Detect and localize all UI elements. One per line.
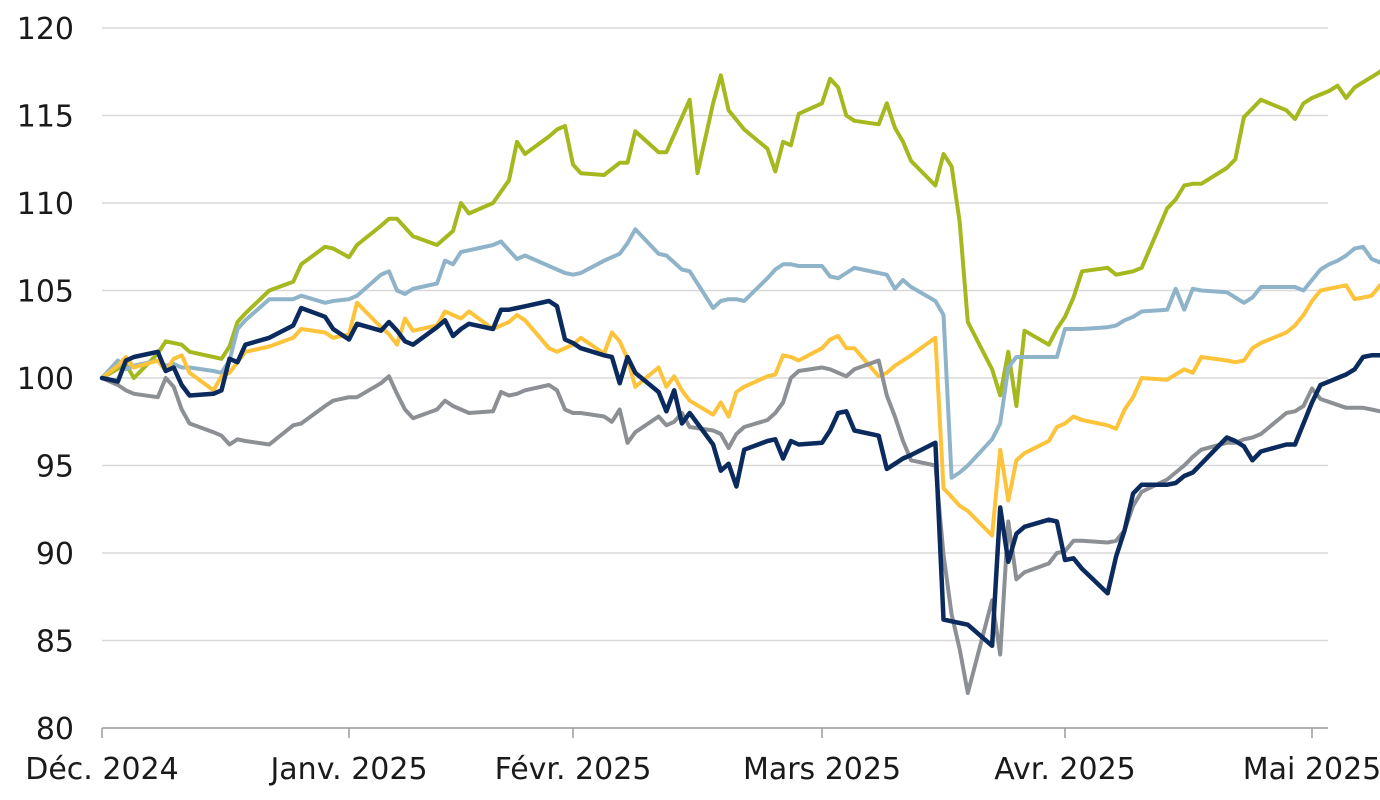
x-tick-label: Mai 2025 xyxy=(1243,752,1380,787)
series-line-4 xyxy=(100,358,1380,695)
x-tick-label: Janv. 2025 xyxy=(268,752,427,787)
x-tick-label: Déc. 2024 xyxy=(25,752,178,787)
y-tick-label: 90 xyxy=(36,537,74,572)
y-tick-label: 85 xyxy=(36,625,74,660)
y-tick-label: 120 xyxy=(17,12,74,47)
series-line-1 xyxy=(100,68,1380,408)
y-tick-label: 110 xyxy=(17,187,74,222)
y-tick-label: 95 xyxy=(36,450,74,485)
y-tick-label: 115 xyxy=(17,100,74,135)
x-tick-label: Févr. 2025 xyxy=(495,752,652,787)
x-tick-label: Mars 2025 xyxy=(743,752,901,787)
y-tick-labels: 80 85 90 95 100 105 110 115 120 xyxy=(17,12,74,747)
y-tick-label: 80 xyxy=(36,712,74,747)
series-line-2 xyxy=(100,227,1380,480)
x-tick-labels: Déc. 2024 Janv. 2025 Févr. 2025 Mars 2025 Av… xyxy=(25,752,1380,787)
x-tick-label: Avr. 2025 xyxy=(994,752,1136,787)
axes xyxy=(101,727,1328,738)
gridlines xyxy=(102,27,1328,642)
series-line-5 xyxy=(99,298,1380,649)
series-line-3 xyxy=(100,283,1380,538)
y-tick-label: 105 xyxy=(17,275,74,310)
series-lines xyxy=(99,68,1380,695)
y-tick-label: 100 xyxy=(17,362,74,397)
